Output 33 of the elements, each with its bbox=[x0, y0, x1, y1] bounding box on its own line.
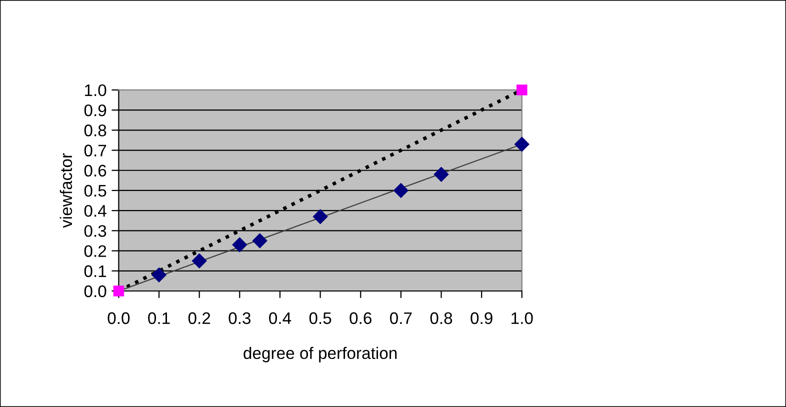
x-tick-label: 0.7 bbox=[390, 312, 412, 324]
x-tick-label: 0.5 bbox=[309, 312, 332, 324]
x-tick-label: 0.4 bbox=[269, 312, 292, 324]
x-tick-label: 1.0 bbox=[512, 312, 533, 324]
point bbox=[192, 253, 207, 268]
x-tick-label: 0.8 bbox=[430, 312, 452, 324]
point bbox=[232, 237, 248, 252]
point bbox=[434, 166, 449, 182]
point bbox=[252, 233, 268, 248]
x-tick-label: 0.6 bbox=[350, 312, 372, 324]
y-tick-label: 0.3 bbox=[84, 225, 106, 237]
x-tick-label: 0.3 bbox=[228, 312, 251, 324]
y-tick-label: 0.5 bbox=[84, 184, 106, 197]
point bbox=[393, 182, 409, 198]
point bbox=[516, 84, 528, 96]
x-tick-label: 0.0 bbox=[108, 312, 130, 324]
y-tick-label: 0.1 bbox=[84, 265, 106, 278]
x-axis-title: degree of perforation bbox=[244, 346, 397, 362]
y-tick-label: 0.8 bbox=[84, 124, 106, 136]
point bbox=[514, 136, 530, 152]
y-tick-label: 0.9 bbox=[84, 104, 106, 116]
y-tick-label: 0.6 bbox=[84, 164, 106, 177]
x-tick-label: 0.2 bbox=[188, 312, 210, 324]
y-tick-label: 1.0 bbox=[84, 84, 106, 96]
x-tick-label: 0.1 bbox=[148, 312, 170, 324]
y-tick-label: 0.7 bbox=[84, 144, 106, 156]
point bbox=[312, 209, 328, 224]
point bbox=[151, 267, 167, 283]
y-axis-title: viewfactor bbox=[60, 153, 72, 228]
y-tick-label: 0.2 bbox=[84, 245, 106, 257]
y-tick-label: 0.0 bbox=[84, 285, 106, 298]
x-tick-label: 0.9 bbox=[470, 312, 492, 324]
y-tick-label: 0.4 bbox=[84, 204, 106, 217]
